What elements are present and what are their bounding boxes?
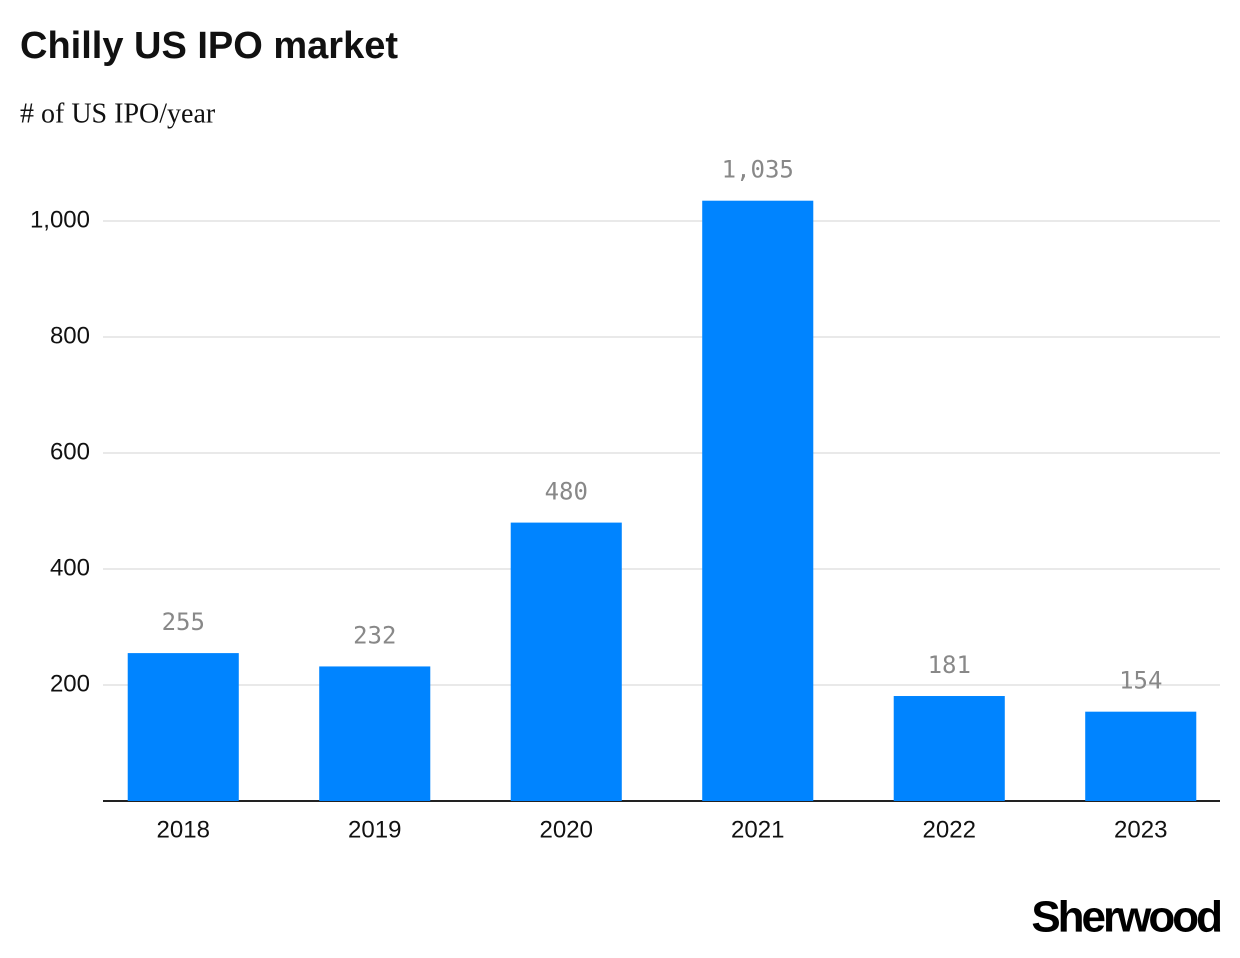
value-label: 181 <box>928 651 971 679</box>
x-tick-label: 2019 <box>348 816 401 843</box>
chart-subtitle: # of US IPO/year <box>20 98 216 129</box>
bar <box>319 666 431 801</box>
x-tick-label: 2020 <box>540 816 593 843</box>
y-tick-label: 600 <box>50 438 90 465</box>
value-label: 255 <box>162 608 205 636</box>
chart-title: Chilly US IPO market <box>20 25 398 67</box>
value-label: 232 <box>353 621 396 649</box>
x-tick-label: 2023 <box>1114 816 1167 843</box>
y-tick-label: 1,000 <box>30 206 90 233</box>
y-tick-label: 400 <box>50 554 90 581</box>
value-label: 480 <box>545 478 588 506</box>
y-tick-label: 800 <box>50 322 90 349</box>
brand-logo: Sherwood <box>1031 893 1220 942</box>
bar <box>702 200 814 801</box>
bar <box>1085 711 1197 801</box>
value-label: 1,035 <box>722 156 794 184</box>
x-tick-label: 2022 <box>923 816 976 843</box>
value-label: 154 <box>1119 667 1162 695</box>
bar <box>893 696 1005 801</box>
y-tick-label: 200 <box>50 670 90 697</box>
x-tick-label: 2021 <box>731 816 784 843</box>
x-tick-label: 2018 <box>157 816 210 843</box>
bar <box>510 522 622 801</box>
bar <box>127 653 239 801</box>
